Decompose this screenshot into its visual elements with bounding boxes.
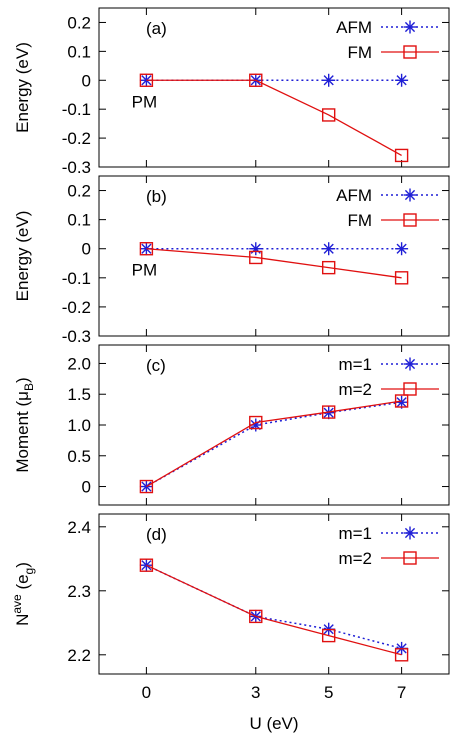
- data-point-m=2: [249, 609, 263, 624]
- data-point-m=2: [321, 628, 336, 643]
- data-point-AFM: [249, 242, 263, 256]
- panel-d: 2.4 2.3 2.2 Nave (eg) (d) m=1 m=2 0 3 5 7 U (eV): [10, 513, 450, 733]
- pm-annotation: PM: [132, 92, 158, 111]
- plot-frame: [98, 175, 450, 337]
- data-point-FM: [139, 73, 154, 87]
- legend-label: m=1: [338, 355, 372, 374]
- series-line-m=2: [146, 400, 402, 488]
- y-tick-label: 0.1: [67, 211, 91, 230]
- panel-label: (a): [146, 19, 167, 38]
- y-tick-label: 0.2: [67, 182, 91, 201]
- pm-annotation: PM: [132, 261, 158, 280]
- series-line-FM: [146, 79, 402, 157]
- series-line-m=2: [146, 564, 402, 656]
- y-tick-label: -0.2: [62, 298, 91, 317]
- legend-marker: [403, 213, 417, 227]
- y-tick-label: 0: [82, 240, 91, 259]
- x-tick-label: 3: [251, 683, 260, 702]
- data-point-FM: [394, 271, 409, 285]
- data-point-AFM: [322, 73, 336, 87]
- data-point-FM: [249, 73, 263, 87]
- panel-label: (d): [146, 525, 167, 544]
- plot-frame: [98, 7, 450, 168]
- y-tick-label: 2.0: [67, 354, 91, 373]
- x-tick-label: 5: [324, 683, 333, 702]
- y-tick-label: 0.1: [67, 42, 91, 61]
- data-point-m=2: [394, 394, 409, 408]
- y-axis-label: Energy (eV): [13, 211, 32, 302]
- legend-label: AFM: [336, 186, 372, 205]
- panel-c: 2.0 1.5 1.0 0.5 0 Moment (μB) (c) m=1 m=2: [13, 344, 450, 506]
- data-point-m=2: [249, 415, 263, 430]
- data-point-FM: [321, 108, 336, 122]
- data-point-m=2: [394, 648, 409, 662]
- data-point-FM: [139, 242, 154, 256]
- data-point-AFM: [395, 242, 409, 256]
- x-axis-label: U (eV): [249, 714, 298, 733]
- y-tick-label: 0.2: [67, 13, 91, 32]
- panel-a: 0.2 0.1 0 -0.1 -0.2 -0.3 Energy (eV) (a) PM AFM FM: [13, 7, 450, 177]
- series-line-FM: [146, 248, 402, 279]
- y-tick-label: 1.5: [67, 385, 91, 404]
- data-point-FM: [249, 250, 263, 265]
- y-axis-label: Nave (eg): [10, 562, 36, 626]
- legend-label: m=2: [338, 549, 372, 568]
- legend-marker: [403, 357, 417, 371]
- legend-label: FM: [347, 211, 372, 230]
- y-tick-label: 0: [82, 478, 91, 497]
- y-tick-label: 2.4: [67, 518, 91, 537]
- legend-label: m=2: [338, 380, 372, 399]
- y-tick-label: 0: [82, 71, 91, 90]
- x-tick-label: 0: [142, 683, 151, 702]
- panel-b: 0.2 0.1 0 -0.1 -0.2 -0.3 Energy (eV) (b) PM AFM FM: [13, 175, 450, 346]
- y-tick-label: -0.3: [62, 327, 91, 346]
- y-tick-label: -0.2: [62, 129, 91, 148]
- y-tick-label: -0.1: [62, 100, 91, 119]
- panel-label: (c): [146, 356, 166, 375]
- y-tick-label: 2.2: [67, 646, 91, 665]
- legend-marker: [403, 551, 417, 565]
- legend-label: m=1: [338, 524, 372, 543]
- legend-marker: [403, 45, 417, 59]
- plot-frame: [98, 513, 450, 675]
- legend-marker: [403, 526, 417, 540]
- data-point-m=2: [139, 479, 154, 494]
- data-point-m=2: [321, 405, 336, 419]
- legend-marker: [403, 382, 417, 396]
- legend-label: AFM: [336, 18, 372, 37]
- data-point-AFM: [395, 73, 409, 87]
- y-axis-label: Energy (eV): [13, 42, 32, 133]
- data-point-FM: [394, 148, 409, 163]
- series-line-m=1: [146, 564, 402, 650]
- y-tick-label: 0.5: [67, 447, 91, 466]
- y-tick-label: -0.3: [62, 158, 91, 177]
- legend-marker: [403, 188, 417, 202]
- y-tick-label: 2.3: [67, 582, 91, 601]
- x-tick-label: 7: [397, 683, 406, 702]
- data-point-m=2: [139, 558, 154, 572]
- y-tick-label: -0.1: [62, 269, 91, 288]
- y-tick-label: 1.0: [67, 416, 91, 435]
- series-line-m=1: [146, 401, 402, 488]
- data-point-FM: [321, 260, 336, 275]
- data-point-AFM: [322, 242, 336, 256]
- legend-marker: [403, 20, 417, 34]
- y-axis-label: Moment (μB): [13, 377, 36, 472]
- legend-label: FM: [347, 43, 372, 62]
- panel-label: (b): [146, 187, 167, 206]
